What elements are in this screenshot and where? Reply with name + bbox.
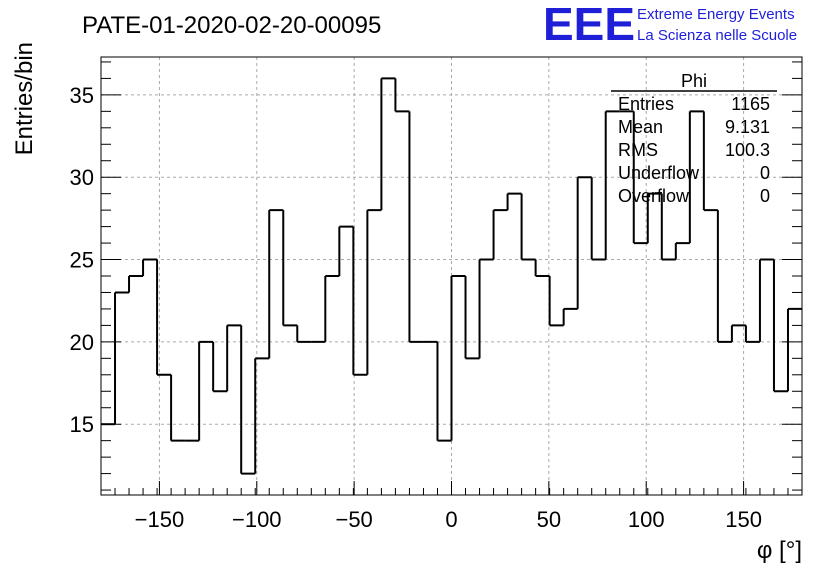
histogram-bin-40	[660, 193, 676, 261]
stats-label-mean: Mean	[618, 117, 663, 137]
histogram-bin-34	[576, 176, 592, 309]
stats-rows: Entries 1165 Mean 9.131 RMS 100.3 Underflow 0 Ov…	[618, 94, 770, 206]
brand-line-1: Extreme Energy Events	[637, 6, 795, 23]
histogram-bin-10	[240, 325, 256, 475]
histogram-bin-41	[674, 242, 690, 260]
x-tick-labels: −150 −100 −50 0 50 100 150	[135, 507, 762, 532]
histogram-bin-35	[590, 177, 606, 261]
y-tick-label-2: 25	[70, 248, 94, 273]
histogram-bin-47	[758, 258, 774, 342]
axis-ticks	[101, 61, 802, 495]
x-tick-label-4: 50	[537, 507, 561, 532]
stats-label-rms: RMS	[618, 140, 658, 160]
histogram-bin-2	[128, 275, 144, 293]
x-tick-label-1: −100	[232, 507, 282, 532]
histogram-bin-44	[716, 210, 732, 343]
histogram-bin-36	[604, 110, 620, 260]
chart-title: PATE-01-2020-02-20-00095	[82, 12, 381, 39]
histogram-bin-11	[254, 357, 270, 474]
histogram-bin-26	[464, 276, 480, 360]
y-axis-label: Entries/bin	[11, 42, 38, 155]
y-tick-label-4: 35	[70, 83, 94, 108]
stats-value-mean: 9.131	[725, 117, 770, 137]
histogram-bin-24	[436, 341, 452, 442]
histogram-bin-12	[268, 209, 284, 359]
histogram-bin-20	[380, 77, 396, 211]
histogram-bin-45	[730, 324, 746, 342]
x-tick-label-5: 100	[628, 507, 665, 532]
y-tick-label-0: 15	[70, 412, 94, 437]
histogram-bin-38	[632, 111, 648, 245]
x-tick-label-2: −50	[335, 507, 372, 532]
histogram-bin-13	[282, 210, 298, 327]
y-tick-label-1: 20	[70, 330, 94, 355]
y-tick-label-3: 30	[70, 165, 94, 190]
histogram-bin-25	[450, 275, 466, 441]
stats-box: Phi Entries 1165 Mean 9.131 RMS 100.3 Underflo…	[611, 71, 777, 206]
stats-label-overflow: Overflow	[618, 186, 690, 206]
histogram-bin-19	[366, 209, 382, 375]
histogram-bin-28	[492, 209, 508, 260]
stats-label-underflow: Underflow	[618, 163, 700, 183]
histogram-bin-27	[478, 258, 494, 359]
y-tick-labels: 15 20 25 30 35	[70, 83, 94, 437]
histogram-bin-39	[646, 192, 662, 244]
histogram-bin-49	[786, 307, 802, 392]
histogram-bin-31	[534, 259, 550, 277]
histogram-bin-14	[296, 325, 312, 343]
histogram-bin-16	[324, 275, 340, 342]
eee-logo-text: EEE	[543, 0, 635, 50]
histogram-series	[101, 77, 802, 475]
stats-value-rms: 100.3	[725, 140, 770, 160]
histogram-bin-18	[352, 226, 368, 376]
stats-box-title: Phi	[681, 71, 707, 91]
histogram-bin-29	[506, 192, 522, 211]
histogram-bin-8	[212, 341, 228, 393]
histogram-bin-22	[408, 111, 424, 343]
x-tick-label-3: 0	[445, 507, 457, 532]
x-axis-label: φ [°]	[757, 537, 802, 564]
histogram-bin-17	[338, 225, 354, 276]
histogram-bin-33	[562, 307, 578, 326]
histogram-bin-46	[744, 325, 760, 343]
histogram-bin-48	[772, 259, 788, 393]
histogram-bin-7	[198, 340, 214, 441]
histogram-bin-43	[702, 111, 718, 212]
histogram-bin-4	[156, 259, 172, 376]
x-tick-label-6: 150	[725, 507, 762, 532]
stats-value-entries: 1165	[731, 94, 770, 114]
histogram-bin-3	[142, 258, 158, 276]
stats-value-underflow: 0	[760, 163, 770, 183]
x-tick-label-0: −150	[135, 507, 185, 532]
histogram-bin-30	[520, 193, 536, 261]
brand-line-2: La Scienza nelle Scuole	[637, 27, 797, 44]
histogram-bin-9	[226, 324, 242, 392]
histogram-bin-1	[114, 291, 130, 425]
histogram-bin-21	[394, 78, 410, 113]
stats-label-entries: Entries	[618, 94, 674, 114]
histogram-bin-32	[548, 276, 564, 327]
histogram-bin-5	[170, 374, 186, 442]
histogram-bin-42	[688, 110, 704, 244]
eee-logo: EEE Extreme Energy Events La Scienza nel…	[543, 0, 797, 50]
stats-value-overflow: 0	[760, 186, 770, 206]
